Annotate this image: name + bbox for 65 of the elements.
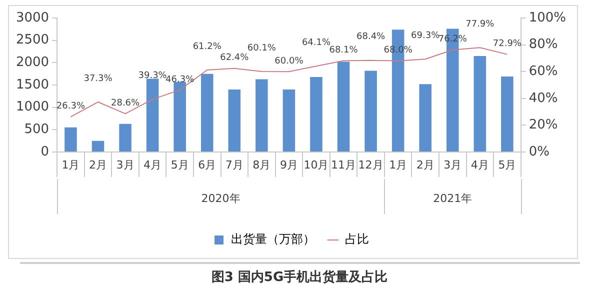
bar [174, 82, 186, 152]
bar [282, 89, 296, 152]
x-tick-label: 1月 [62, 158, 80, 172]
bar [119, 124, 132, 152]
y-tick-label: 3000 [16, 10, 50, 26]
bar [501, 76, 514, 152]
x-tick-label: 4月 [144, 158, 162, 172]
y-tick-label: 1000 [16, 100, 50, 115]
y2-tick-label: 100% [528, 10, 566, 26]
data-label: 77.9% [466, 19, 495, 30]
data-label: 62.4% [220, 53, 250, 64]
data-label: 60.1% [247, 43, 276, 54]
text: 2021年 [433, 192, 472, 205]
y-tick-label: 0 [40, 144, 50, 160]
x-tick-label: 6月 [198, 158, 216, 172]
bar [364, 70, 377, 152]
legend-label: 出货量（万部） [231, 232, 315, 246]
x-tick-label: 1月 [389, 158, 408, 172]
bar [64, 127, 77, 152]
legend-label: 占比 [345, 232, 369, 246]
bar [228, 89, 241, 152]
x-tick-label: 5月 [170, 158, 189, 172]
bar [146, 78, 159, 152]
x-tick-label: 9月 [280, 158, 298, 172]
y-tick-label: 1500 [16, 77, 50, 92]
data-label: 37.3% [84, 74, 113, 84]
text: 2020年 [201, 192, 240, 205]
y2-tick-label: 40% [528, 90, 558, 106]
x-tick-label: 2月 [89, 158, 108, 172]
x-tick-label: 3月 [444, 158, 462, 172]
y-tick-label: 500 [24, 122, 50, 138]
bar [310, 76, 322, 152]
y2-tick-label: 0% [528, 144, 550, 160]
y2-tick-label: 60% [528, 64, 558, 79]
x-tick-label: 7月 [225, 158, 244, 172]
x-tick-label: 12月 [358, 158, 384, 172]
y-tick-label: 2500 [16, 32, 50, 48]
text: 图3 国内5G手机出货量及占比 [210, 268, 389, 286]
data-label: 39.3% [138, 71, 168, 82]
bar [200, 74, 214, 152]
y-tick-label: 2000 [16, 55, 50, 70]
data-label: 26.3% [56, 102, 86, 112]
y2-tick-label: 20% [528, 118, 558, 133]
bar [419, 84, 432, 152]
data-label: 72.9% [492, 39, 522, 50]
data-label: 68.4% [356, 32, 386, 42]
x-tick-label: 3月 [116, 158, 134, 172]
x-tick-label: 11月 [331, 158, 356, 172]
x-tick-label: 2月 [416, 158, 434, 172]
data-label: 68.1% [329, 46, 358, 56]
bar [92, 140, 104, 152]
y2-tick-label: 80% [528, 37, 558, 52]
data-label: 28.6% [110, 98, 140, 109]
x-tick-label: 4月 [470, 158, 489, 172]
x-tick-label: 5月 [498, 158, 516, 172]
data-label: 46.3% [166, 74, 195, 85]
bar [337, 62, 350, 152]
data-label: 61.2% [192, 42, 222, 52]
bar [256, 79, 268, 152]
bar [474, 56, 486, 152]
data-label: 69.3% [411, 30, 440, 41]
x-tick-label: 10月 [304, 158, 329, 172]
x-tick-label: 8月 [252, 158, 271, 172]
data-label: 64.1% [302, 38, 331, 48]
data-label: 60.0% [274, 56, 304, 66]
